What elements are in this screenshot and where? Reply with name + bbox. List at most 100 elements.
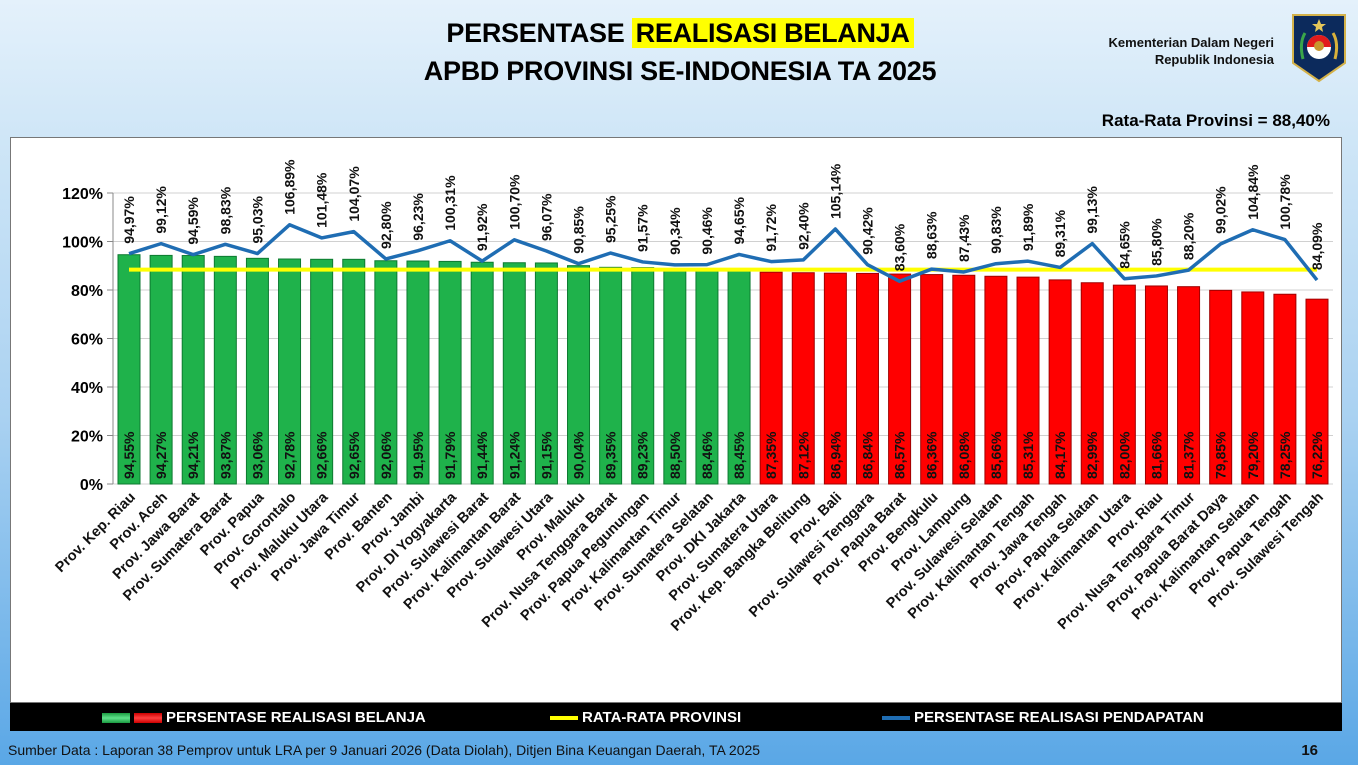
legend-belanja-label: PERSENTASE REALISASI BELANJA	[166, 709, 426, 726]
line-value-label: 95,03%	[249, 196, 265, 244]
line-value-label: 94,59%	[185, 197, 201, 245]
line-value-label: 84,09%	[1309, 222, 1325, 270]
bar	[310, 258, 334, 485]
line-value-label: 92,40%	[795, 202, 811, 250]
bar-value-label: 86,57%	[892, 431, 908, 479]
bar-value-label: 91,79%	[442, 431, 458, 479]
bar	[1177, 286, 1201, 485]
line-value-label: 90,42%	[859, 207, 875, 255]
line-value-label: 105,14%	[827, 163, 843, 219]
bar-value-label: 87,12%	[795, 431, 811, 479]
line-value-label: 90,34%	[667, 207, 683, 255]
bar-value-label: 92,66%	[314, 431, 330, 479]
bar-value-label: 79,20%	[1245, 431, 1261, 479]
line-value-label: 99,12%	[153, 186, 169, 234]
line-value-label: 88,20%	[1181, 212, 1197, 260]
y-tick-label: 80%	[71, 283, 103, 300]
line-value-label: 84,65%	[1116, 221, 1132, 269]
blue-line-icon	[882, 715, 910, 720]
bar	[1241, 291, 1265, 485]
line-value-label: 106,89%	[282, 159, 298, 215]
bar	[438, 260, 462, 485]
org-line2: Republik Indonesia	[1154, 52, 1274, 67]
bar	[406, 260, 430, 485]
bar	[759, 271, 783, 485]
line-value-label: 99,13%	[1084, 186, 1100, 234]
bar-value-label: 91,44%	[474, 431, 490, 479]
line-value-label: 94,65%	[731, 196, 747, 244]
line-value-label: 94,97%	[121, 196, 137, 244]
line-value-label: 91,72%	[763, 204, 779, 252]
bar-value-label: 76,22%	[1309, 431, 1325, 479]
bar	[1048, 279, 1072, 485]
bar	[952, 274, 976, 485]
bar-value-label: 82,00%	[1116, 431, 1132, 479]
bar	[823, 272, 847, 485]
bar-value-label: 88,46%	[699, 431, 715, 479]
line-value-label: 99,02%	[1213, 186, 1229, 234]
y-tick-label: 60%	[71, 332, 103, 349]
bar	[213, 255, 237, 485]
line-value-label: 96,23%	[410, 193, 426, 241]
yellow-line-icon	[550, 715, 578, 720]
red-swatch-icon	[134, 712, 162, 723]
y-tick-label: 20%	[71, 429, 103, 446]
line-value-label: 91,89%	[1020, 203, 1036, 251]
bar-value-label: 88,50%	[667, 431, 683, 479]
line-value-label: 83,60%	[892, 223, 908, 271]
line-value-label: 100,31%	[442, 175, 458, 231]
bar-value-label: 89,35%	[603, 431, 619, 479]
bar-value-label: 90,04%	[571, 431, 587, 479]
line-value-label: 90,83%	[988, 206, 1004, 254]
bar-value-label: 82,99%	[1084, 431, 1100, 479]
bar	[149, 254, 173, 485]
bar-value-label: 86,84%	[859, 431, 875, 479]
line-value-label: 87,43%	[956, 214, 972, 262]
bar-value-label: 78,25%	[1277, 431, 1293, 479]
bar	[791, 272, 815, 485]
legend-rata: RATA-RATA PROVINSI	[550, 709, 741, 726]
bar-value-label: 81,37%	[1181, 431, 1197, 479]
line-value-label: 98,83%	[217, 186, 233, 234]
title-prefix: PERSENTASE	[446, 18, 632, 48]
page-title-line1: PERSENTASE REALISASI BELANJA	[300, 18, 1060, 49]
kemendagri-logo-icon	[1292, 14, 1346, 83]
bar-value-label: 91,95%	[410, 431, 426, 479]
data-source: Sumber Data : Laporan 38 Pemprov untuk L…	[8, 742, 761, 758]
average-label: Rata-Rata Provinsi = 88,40%	[1101, 111, 1330, 130]
bar	[342, 258, 366, 485]
page-title-line2: APBD PROVINSI SE-INDONESIA TA 2025	[423, 56, 937, 86]
line-value-label: 96,07%	[538, 193, 554, 241]
page-number: 16	[1301, 742, 1318, 759]
bar-value-label: 93,87%	[217, 431, 233, 479]
chart-panel: 0% 20% 40% 60% 80% 100% 120% 94,55% Prov. Kep. R…	[10, 137, 1342, 703]
line-value-label: 100,78%	[1277, 174, 1293, 230]
bar	[888, 273, 912, 485]
bar-value-label: 86,94%	[827, 431, 843, 479]
bar	[984, 275, 1008, 485]
bar	[245, 257, 269, 485]
bar	[374, 260, 398, 485]
bar-value-label: 86,36%	[924, 431, 940, 479]
line-value-label: 95,25%	[603, 195, 619, 243]
line-value-label: 91,92%	[474, 203, 490, 251]
line-value-label: 104,84%	[1245, 164, 1261, 220]
bar	[117, 254, 141, 485]
bar-value-label: 86,08%	[956, 431, 972, 479]
bar	[920, 274, 944, 485]
pendapatan-line	[128, 223, 1319, 284]
bar-value-label: 85,31%	[1020, 431, 1036, 479]
line-value-label: 101,48%	[314, 172, 330, 228]
chart-legend: PERSENTASE REALISASI BELANJA RATA-RATA P…	[10, 703, 1342, 731]
bar	[1209, 289, 1233, 485]
y-tick-label: 120%	[62, 186, 103, 203]
y-tick-label: 0%	[80, 477, 103, 494]
bar-value-label: 94,21%	[185, 431, 201, 479]
bar-value-label: 92,06%	[378, 431, 394, 479]
legend-pendapatan: PERSENTASE REALISASI PENDAPATAN	[882, 709, 1204, 726]
bar-value-label: 79,85%	[1213, 431, 1229, 479]
bar	[1305, 298, 1329, 485]
line-value-label: 90,85%	[571, 206, 587, 254]
bar-value-label: 92,65%	[346, 431, 362, 479]
line-value-label: 88,63%	[924, 211, 940, 259]
